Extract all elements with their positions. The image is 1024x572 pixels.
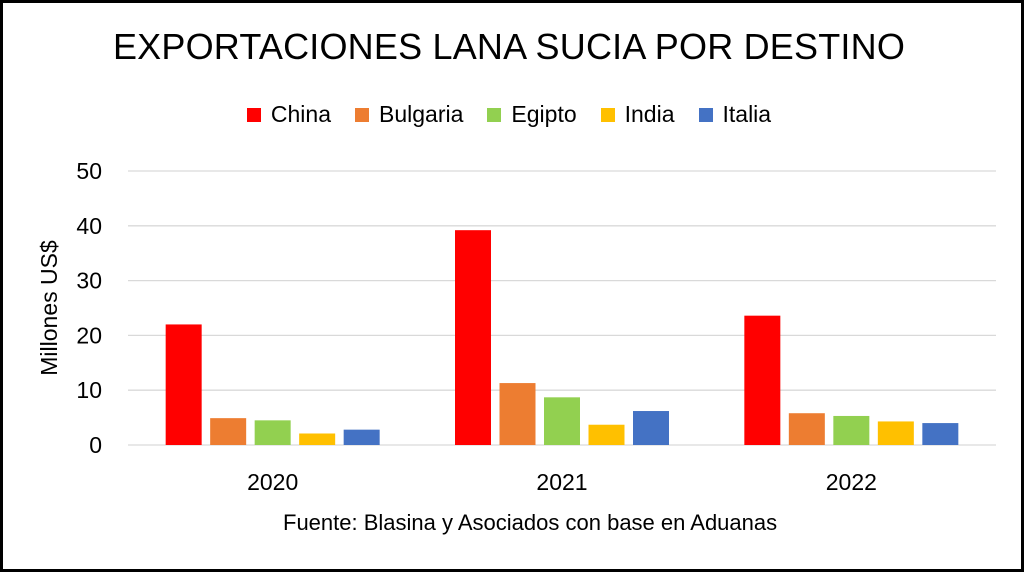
y-tick-label: 40 xyxy=(76,213,102,239)
legend-label: India xyxy=(624,101,675,127)
x-tick-label: 2020 xyxy=(247,469,298,495)
y-tick-label: 10 xyxy=(76,377,102,403)
chart-source: Fuente: Blasina y Asociados con base en … xyxy=(283,510,778,535)
legend-label: Egipto xyxy=(511,101,577,127)
bar-egipto-2022 xyxy=(833,415,870,445)
legend-item-india: India xyxy=(600,101,675,128)
legend-swatch xyxy=(487,107,502,122)
bar-china-2022 xyxy=(744,315,781,445)
bar-egipto-2021 xyxy=(544,397,580,445)
x-tick-label: 2022 xyxy=(826,469,877,495)
legend-item-italia: Italia xyxy=(698,101,772,128)
legend-swatch xyxy=(600,107,615,122)
legend-swatch xyxy=(246,107,261,122)
y-tick-label: 30 xyxy=(76,268,102,294)
bar-italia-2022 xyxy=(922,423,959,445)
legend-item-china: China xyxy=(246,101,332,128)
legend-label: China xyxy=(270,101,332,127)
legend-swatch xyxy=(698,107,713,122)
legend-item-bulgaria: Bulgaria xyxy=(355,101,463,128)
legend-label: Italia xyxy=(722,101,772,127)
bar-egipto-2020 xyxy=(254,420,291,445)
chart-title: EXPORTACIONES LANA SUCIA POR DESTINO xyxy=(112,26,906,67)
bar-bulgaria-2021 xyxy=(499,383,536,445)
y-tick-label: 50 xyxy=(76,158,102,184)
bar-bulgaria-2020 xyxy=(210,418,247,445)
bar-china-2021 xyxy=(455,230,491,445)
bar-china-2020 xyxy=(165,324,202,445)
x-tick-label: 2021 xyxy=(536,469,587,495)
y-tick-label: 20 xyxy=(76,322,102,348)
legend-swatch xyxy=(355,107,370,122)
bar-india-2021 xyxy=(588,424,625,445)
bar-india-2020 xyxy=(299,433,336,445)
legend-label: Bulgaria xyxy=(379,101,464,127)
bar-india-2022 xyxy=(877,421,914,445)
legend-item-egipto: Egipto xyxy=(487,101,577,128)
bar-italia-2020 xyxy=(343,429,380,445)
bar-bulgaria-2022 xyxy=(788,413,825,445)
chart-legend: China Bulgaria Egipto India Italia xyxy=(0,101,1018,128)
y-axis-label: Millones US$ xyxy=(36,240,62,376)
bar-italia-2021 xyxy=(633,411,669,445)
y-tick-label: 0 xyxy=(89,432,102,458)
